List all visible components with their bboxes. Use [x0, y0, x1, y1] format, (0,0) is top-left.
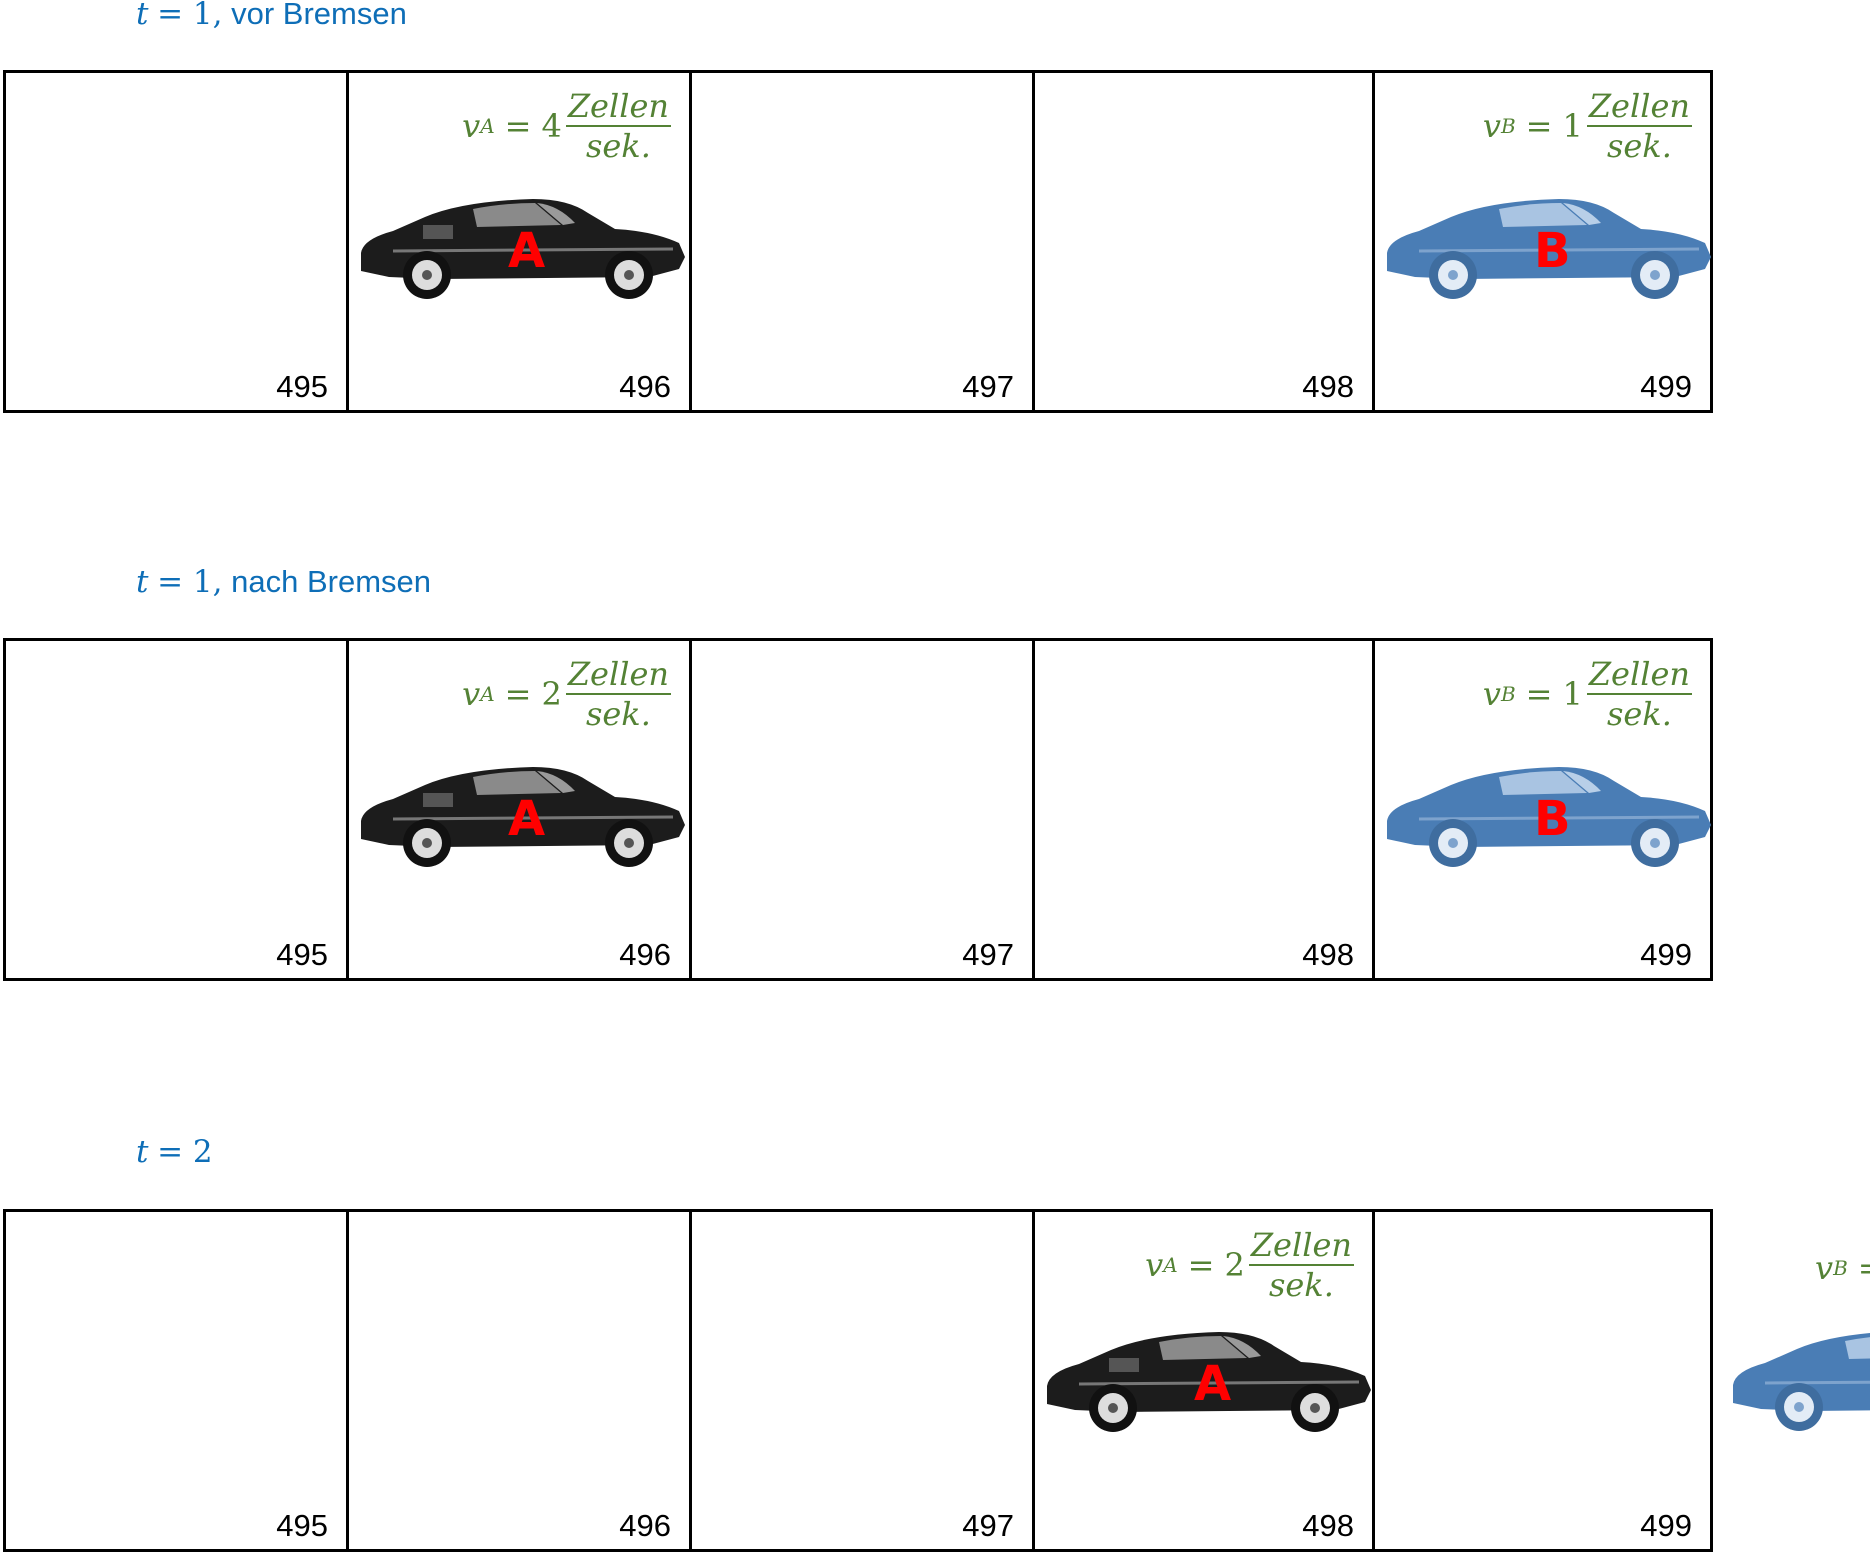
- car-b-icon: B: [1725, 1323, 1870, 1433]
- panel-3-title-var: t: [136, 1134, 149, 1170]
- cell-number: 496: [619, 369, 671, 404]
- cell: 498: [1035, 73, 1375, 410]
- cell-number: 498: [1302, 1508, 1354, 1543]
- cell-number: 499: [1640, 369, 1692, 404]
- cell-number: 496: [619, 937, 671, 972]
- cell: 495: [6, 1212, 349, 1549]
- car-b-label: B: [1534, 223, 1571, 279]
- panel-1-title: t = 1, vor Bremsen: [136, 0, 407, 30]
- car-a-icon: A: [353, 191, 687, 301]
- panel-3-title-eq: = 2: [157, 1134, 213, 1170]
- cell-number: 495: [276, 937, 328, 972]
- speed-unit-fraction: Zellen sek.: [565, 87, 671, 166]
- cell: 497: [692, 73, 1035, 410]
- cell-number: 498: [1302, 937, 1354, 972]
- car-a-label: A: [508, 223, 546, 279]
- cell-number: 497: [962, 937, 1014, 972]
- cell-number: 499: [1640, 937, 1692, 972]
- panel-2-title-text: nach Bremsen: [231, 564, 432, 599]
- cell: 497: [692, 641, 1035, 978]
- car-b-icon: B: [1379, 191, 1713, 301]
- car-b-label: B: [1534, 791, 1571, 847]
- cell-number: 495: [276, 369, 328, 404]
- panel-1-title-text: vor Bremsen: [231, 0, 407, 31]
- speed-unit-fraction: Zellen sek.: [1586, 655, 1692, 734]
- panel-2-title: t = 1, nach Bremsen: [136, 566, 431, 598]
- speed-label-b-partial: vB =: [1815, 1249, 1870, 1287]
- panel-3-title: t = 2: [136, 1136, 213, 1168]
- car-a-icon: A: [1039, 1324, 1373, 1434]
- cell: 499: [1375, 1212, 1710, 1549]
- panel-2-title-var: t: [136, 564, 149, 600]
- speed-unit-fraction: Zellen sek.: [565, 655, 671, 734]
- car-b-icon: B: [1379, 759, 1713, 869]
- panel-1-title-eq: = 1,: [157, 0, 223, 32]
- speed-unit-fraction: Zellen sek.: [1586, 87, 1692, 166]
- cell: 495: [6, 641, 349, 978]
- cell-number: 498: [1302, 369, 1354, 404]
- panel-1-title-var: t: [136, 0, 149, 32]
- cell-number: 496: [619, 1508, 671, 1543]
- cell-number: 497: [962, 1508, 1014, 1543]
- car-a-label: A: [1194, 1356, 1232, 1412]
- cell-number: 497: [962, 369, 1014, 404]
- cell-number: 499: [1640, 1508, 1692, 1543]
- car-a-icon: A: [353, 759, 687, 869]
- cell: 496: [349, 1212, 692, 1549]
- cell: 497: [692, 1212, 1035, 1549]
- cell: 498: [1035, 641, 1375, 978]
- car-a-label: A: [508, 791, 546, 847]
- cell-number: 495: [276, 1508, 328, 1543]
- car-b-offscreen: vB = B: [1715, 1209, 1870, 1469]
- panel-2-title-eq: = 1,: [157, 564, 223, 600]
- speed-unit-fraction: Zellen sek.: [1248, 1226, 1354, 1305]
- cell: 495: [6, 73, 349, 410]
